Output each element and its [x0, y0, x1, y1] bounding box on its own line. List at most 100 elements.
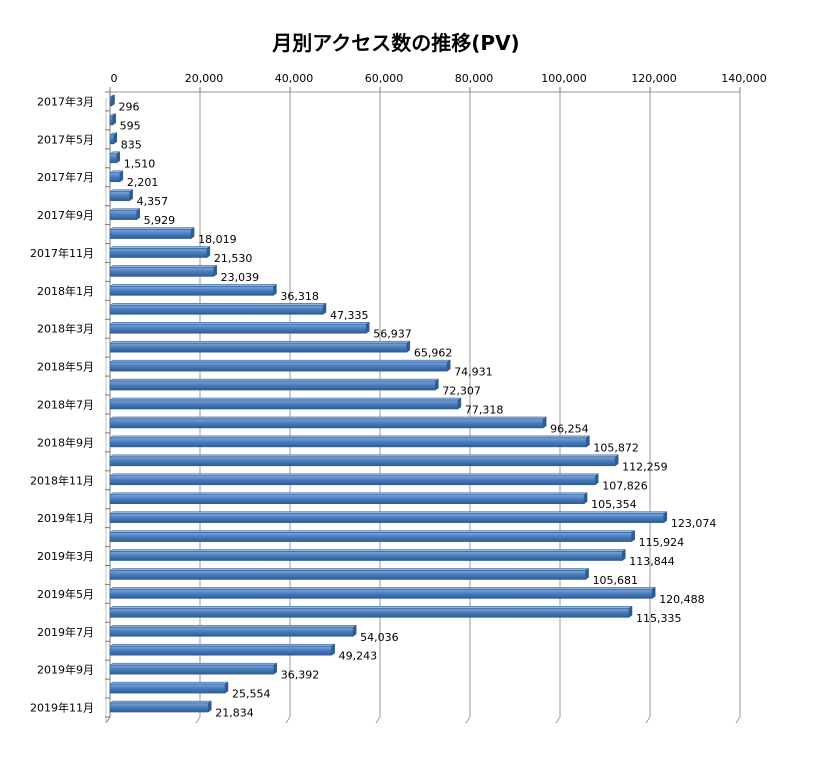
- bar: [109, 473, 600, 486]
- bar: [109, 208, 141, 221]
- category-labels: 2017年3月 2017年5月 2017年7月 2017年9月 2017年11月 2018…: [30, 94, 94, 714]
- category-label: 2018年3月: [37, 322, 94, 336]
- category-label: 2018年11月: [30, 473, 94, 487]
- bar-end-face: [585, 567, 589, 580]
- bar-end-face: [457, 397, 462, 410]
- bar-end-face: [622, 549, 626, 561]
- data-label: 65,962: [414, 347, 453, 360]
- bar-front-face: [109, 456, 616, 467]
- bar: [109, 416, 547, 429]
- bar: [109, 378, 440, 391]
- bar: [109, 511, 668, 524]
- data-label: 21,834: [215, 707, 254, 720]
- data-label: 123,074: [671, 517, 717, 530]
- x-tick-label: 100,000: [541, 72, 587, 85]
- bar-end-face: [322, 302, 327, 315]
- bar-front-face: [109, 532, 632, 542]
- bar-front-face: [109, 626, 354, 637]
- bar: [109, 397, 462, 410]
- bar: [109, 151, 121, 164]
- x-tick-label: 20,000: [185, 72, 224, 85]
- bar-end-face: [136, 208, 140, 221]
- bar-end-face: [542, 416, 547, 429]
- bar-end-face: [663, 511, 668, 524]
- category-label: 2018年9月: [37, 435, 94, 449]
- bar: [109, 246, 211, 258]
- data-label: 54,036: [360, 631, 399, 644]
- bar-front-face: [109, 702, 209, 713]
- bar-end-face: [213, 264, 217, 277]
- bar-end-face: [116, 151, 121, 164]
- bar-front-face: [109, 229, 192, 239]
- bar-front-face: [109, 551, 623, 561]
- y-axis-depth: [105, 716, 111, 724]
- gridline-depth: [735, 716, 741, 724]
- bar-front-face: [109, 589, 653, 599]
- bar-end-face: [113, 132, 118, 145]
- x-tick-labels: 0 20,000 40,000 60,000 80,000 100,000 120,000 1…: [111, 72, 767, 85]
- data-label: 115,335: [636, 612, 682, 625]
- category-label: 2017年9月: [37, 208, 94, 222]
- category-label: 2019年9月: [37, 663, 94, 677]
- bar-front-face: [109, 513, 665, 523]
- bar-end-face: [594, 473, 599, 486]
- data-label: 96,254: [550, 422, 589, 435]
- data-label: 21,530: [214, 252, 253, 265]
- bar-end-face: [206, 246, 211, 258]
- x-tick-label: 140,000: [721, 72, 767, 85]
- data-label: 112,259: [622, 460, 668, 473]
- bar-front-face: [109, 191, 130, 201]
- bar-end-face: [586, 435, 590, 448]
- bar-end-face: [331, 643, 335, 656]
- bar: [109, 681, 229, 694]
- gridline-depth: [465, 716, 471, 724]
- data-label: 120,488: [659, 593, 705, 606]
- data-label: 5,929: [144, 214, 176, 227]
- bar-end-face: [583, 492, 588, 505]
- bar: [109, 605, 633, 618]
- bar-end-face: [651, 586, 656, 599]
- x-tick-label: 40,000: [275, 72, 314, 85]
- bar: [109, 132, 118, 145]
- data-label: 4,357: [137, 195, 169, 208]
- category-label: 2017年11月: [30, 246, 94, 260]
- bar-end-face: [628, 605, 633, 618]
- bar-end-face: [112, 113, 116, 126]
- data-label: 113,844: [629, 555, 675, 568]
- gridline-depth: [555, 716, 561, 724]
- data-label: 36,318: [280, 290, 319, 303]
- chart-title: 月別アクセス数の推移(PV): [271, 31, 519, 55]
- bar-end-face: [273, 283, 277, 296]
- bar-end-face: [446, 359, 451, 372]
- bar-end-face: [365, 321, 370, 334]
- category-label: 2019年11月: [30, 701, 94, 715]
- data-label: 105,354: [591, 498, 637, 511]
- bar-end-face: [273, 662, 278, 675]
- bar: [109, 662, 278, 675]
- bar: [109, 700, 213, 713]
- data-labels: 296 595 835 1,510 2,201 4,357 5,929 18,019 21,53…: [119, 100, 717, 719]
- data-label: 595: [120, 119, 141, 132]
- bar: [109, 94, 116, 107]
- bar-front-face: [109, 134, 115, 145]
- data-label: 105,872: [593, 441, 639, 454]
- bar: [109, 113, 117, 126]
- bar-top-face: [109, 246, 211, 249]
- data-label: 1,510: [124, 157, 156, 170]
- data-label: 296: [119, 100, 140, 113]
- data-label: 105,681: [593, 574, 639, 587]
- bar: [109, 643, 336, 656]
- category-label: 2017年3月: [37, 94, 94, 108]
- gridline-depth: [195, 716, 201, 724]
- data-label: 72,307: [442, 385, 481, 398]
- bar: [109, 227, 195, 240]
- bar-front-face: [109, 570, 586, 580]
- bar-top-face: [109, 227, 195, 230]
- bar-front-face: [109, 380, 436, 391]
- bar-front-face: [109, 608, 630, 618]
- category-label: 2019年5月: [37, 587, 94, 601]
- bar-end-face: [129, 189, 133, 202]
- category-label: 2019年7月: [37, 625, 94, 639]
- bar-front-face: [109, 153, 118, 164]
